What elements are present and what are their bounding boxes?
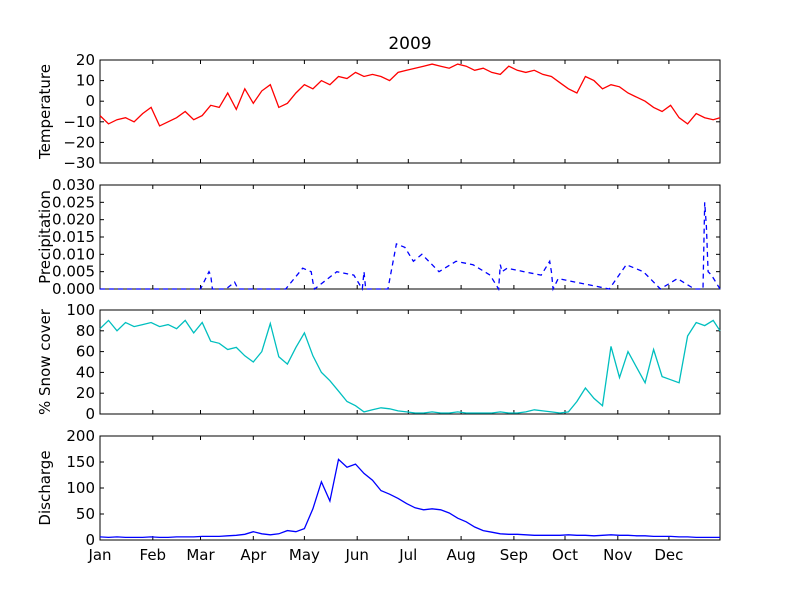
y-tick-label: 0.015 [52,228,95,246]
y-tick-label: 0.000 [52,280,95,298]
y-tick-label: −30 [63,154,95,172]
x-tick-label: Mar [186,546,215,564]
y-tick-label: 0 [85,531,95,549]
y-axis-label: Precipitation [36,190,54,284]
y-tick-label: 20 [76,51,95,69]
y-tick-label: 80 [76,322,95,340]
axes-frame [99,435,721,541]
y-axis-label: % Snow cover [36,308,54,415]
x-tick-label: Oct [552,546,578,564]
y-tick-label: 200 [66,427,95,445]
y-axis-label: Discharge [36,450,54,525]
y-tick-label: 100 [66,479,95,497]
x-tick-label: May [289,546,320,564]
y-tick-label: 0.030 [52,176,95,194]
y-tick-label: 0.025 [52,193,95,211]
y-tick-label: 150 [66,453,95,471]
x-tick-label: Sep [500,546,528,564]
y-axis-label: Temperature [36,64,54,160]
y-tick-label: 0.005 [52,263,95,281]
y-tick-label: 100 [66,301,95,319]
y-tick-label: 60 [76,343,95,361]
y-tick-label: 20 [76,384,95,402]
axes-frame [99,184,721,290]
x-tick-label: Aug [446,546,475,564]
axes-frame [99,59,721,164]
y-tick-label: 0 [85,92,95,110]
series-line [99,319,721,414]
x-tick-label: Jul [398,546,417,564]
y-tick-label: −10 [63,113,95,131]
x-tick-label: Feb [140,546,167,564]
y-tick-label: 40 [76,363,95,381]
x-tick-label: Apr [240,546,267,564]
y-tick-label: 0.020 [52,211,95,229]
series-line [100,202,721,292]
y-tick-label: 50 [76,505,95,523]
x-tick-label: Nov [603,546,632,564]
series-line [99,63,721,127]
series-line [99,458,720,539]
x-tick-label: Dec [654,546,683,564]
axes-frame [99,309,721,415]
x-tick-label: Jun [344,546,368,564]
y-tick-label: 0 [85,405,95,423]
y-tick-label: −20 [63,133,95,151]
y-tick-label: 10 [76,72,95,90]
chart-title: 2009 [388,34,432,54]
x-tick-label: Jan [87,546,111,564]
y-tick-label: 0.010 [52,245,95,263]
